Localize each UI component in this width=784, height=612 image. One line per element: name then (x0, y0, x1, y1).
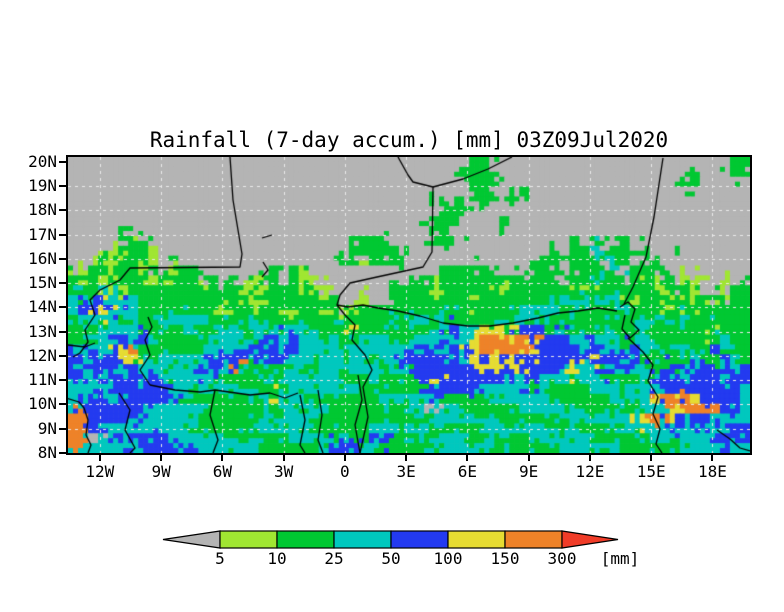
y-axis-tick (59, 233, 68, 236)
x-axis-tick (160, 453, 163, 461)
colorbar-units-label: [mm] (600, 549, 640, 568)
x-axis-tick (343, 453, 346, 461)
map-frame (66, 155, 752, 455)
y-axis-tick (59, 427, 68, 430)
y-axis-tick (59, 185, 68, 188)
x-axis-label: 9E (519, 462, 539, 481)
x-axis-tick (650, 453, 653, 461)
x-axis-label: 6W (212, 462, 232, 481)
colorbar-value-label: 100 (433, 549, 463, 568)
y-axis-label: 17N (28, 224, 57, 244)
colorbar-segment (219, 530, 278, 549)
colorbar-value-label: 150 (490, 549, 520, 568)
x-axis-label: 12W (85, 462, 115, 481)
colorbar-segment (276, 530, 335, 549)
colorbar-value-label: 10 (267, 549, 287, 568)
x-axis-label: 3E (396, 462, 416, 481)
y-axis-tick (59, 354, 68, 357)
y-axis-label: 16N (28, 248, 57, 268)
x-axis-label: 3W (273, 462, 294, 481)
x-axis-tick (405, 453, 408, 461)
x-axis-tick (711, 453, 714, 461)
x-axis-label: 18E (697, 462, 727, 481)
y-axis-label: 9N (37, 418, 57, 438)
x-axis-tick (588, 453, 591, 461)
colorbar-segment (447, 530, 506, 549)
x-axis-label: 6E (457, 462, 478, 481)
colorbar-value-label: 50 (381, 549, 401, 568)
y-axis-label: 15N (28, 273, 57, 293)
y-axis-tick (59, 330, 68, 333)
x-axis-tick (221, 453, 224, 461)
colorbar-segment (333, 530, 392, 549)
rainfall-map (68, 157, 750, 453)
y-axis-label: 13N (28, 321, 57, 341)
y-axis-label: 18N (28, 200, 57, 220)
colorbar-right-arrow (561, 530, 619, 549)
y-axis-label: 10N (28, 394, 57, 414)
colorbar-segment (390, 530, 449, 549)
y-axis-label: 12N (28, 345, 57, 365)
y-axis-tick (59, 257, 68, 260)
y-axis-label: 20N (28, 151, 57, 171)
colorbar-segment (504, 530, 563, 549)
y-axis-label: 14N (28, 297, 57, 317)
x-axis-tick (527, 453, 530, 461)
colorbar-left-arrow (162, 530, 221, 549)
y-axis-label: 11N (28, 370, 57, 390)
colorbar-value-label: 300 (547, 549, 577, 568)
x-axis-label: 9W (151, 462, 171, 481)
y-axis-tick (59, 403, 68, 406)
y-axis-label: 19N (28, 176, 57, 196)
y-axis-label: 8N (37, 443, 57, 462)
y-axis-tick (59, 282, 68, 285)
y-axis-tick (59, 306, 68, 309)
y-axis-tick (59, 209, 68, 212)
x-axis-label: 15E (636, 462, 666, 481)
x-axis-label: 0 (340, 462, 350, 481)
x-axis-tick (282, 453, 285, 461)
y-axis-tick (59, 452, 68, 454)
y-axis-tick (59, 379, 68, 382)
chart-title: Rainfall (7-day accum.) [mm] 03Z09Jul202… (149, 128, 669, 152)
colorbar-value-label: 25 (324, 549, 344, 568)
x-axis-label: 12E (575, 462, 605, 481)
colorbar-value-label: 5 (215, 549, 225, 568)
x-axis-tick (98, 453, 101, 461)
x-axis-tick (466, 453, 469, 461)
colorbar (162, 530, 619, 549)
y-axis-tick (59, 160, 68, 163)
